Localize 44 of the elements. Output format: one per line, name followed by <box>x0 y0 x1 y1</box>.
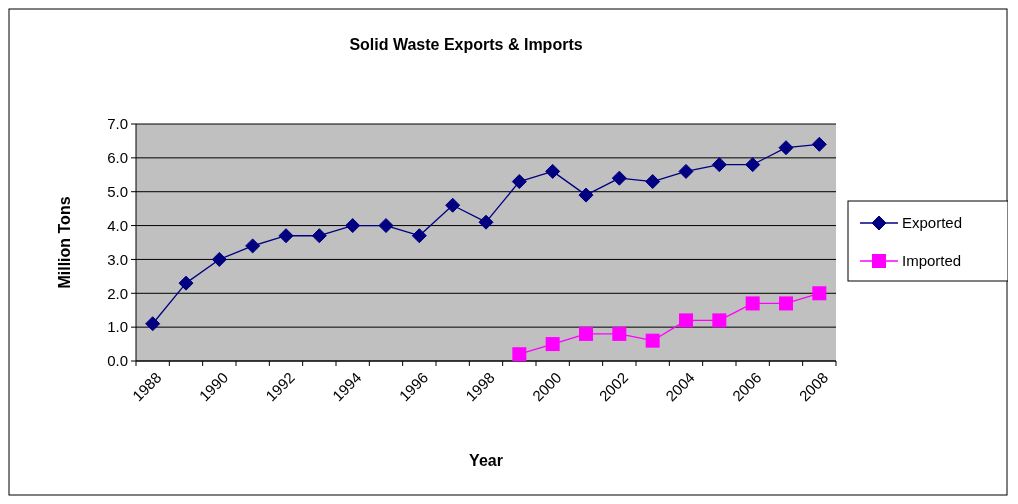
point <box>411 228 427 244</box>
point <box>211 251 227 267</box>
point <box>779 296 793 311</box>
point <box>811 136 827 152</box>
point <box>578 187 594 203</box>
point <box>745 157 761 173</box>
point <box>445 197 461 213</box>
y-tick-label: 0.0 <box>107 352 128 370</box>
point <box>178 275 194 291</box>
point <box>611 170 627 186</box>
y-tick-label: 7.0 <box>107 115 128 133</box>
point <box>812 286 827 301</box>
y-tick-label: 4.0 <box>107 216 128 234</box>
point <box>245 238 261 254</box>
point <box>712 313 727 328</box>
point <box>711 157 727 173</box>
point <box>378 218 394 234</box>
point <box>278 228 294 244</box>
point <box>512 347 527 362</box>
y-tick-label: 2.0 <box>107 284 128 302</box>
point <box>645 174 661 190</box>
point <box>678 163 694 179</box>
point <box>478 214 494 230</box>
y-tick-label: 6.0 <box>107 149 128 167</box>
point <box>145 316 161 332</box>
point <box>545 337 560 352</box>
y-tick-label: 3.0 <box>107 250 128 268</box>
point <box>745 296 760 311</box>
y-tick-label: 1.0 <box>107 318 128 336</box>
y-axis-title: Million Tons <box>56 196 73 289</box>
point <box>778 140 794 156</box>
point <box>679 313 693 328</box>
point <box>345 218 361 234</box>
point <box>612 326 627 341</box>
legend-label: Imported <box>902 252 962 270</box>
point <box>545 163 561 179</box>
point <box>579 326 593 341</box>
chart-title: Solid Waste Exports & Imports <box>349 36 583 53</box>
point <box>511 174 527 190</box>
point <box>645 333 660 348</box>
x-axis-title: Year <box>469 452 503 469</box>
point <box>311 228 327 244</box>
y-tick-label: 5.0 <box>107 182 128 200</box>
legend-label: Exported <box>902 214 963 232</box>
